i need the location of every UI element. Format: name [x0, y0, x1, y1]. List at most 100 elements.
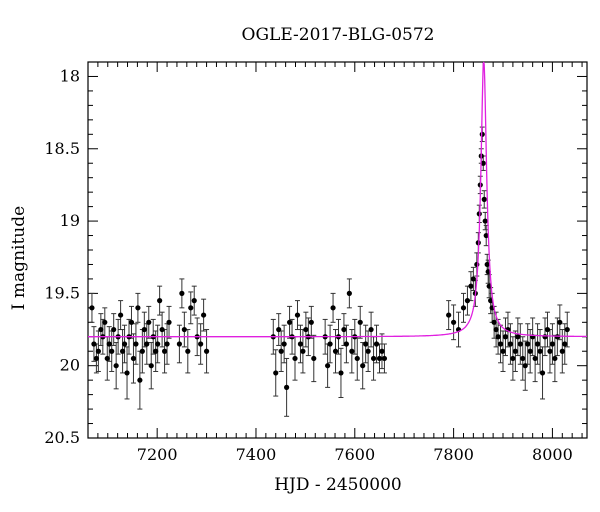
x-tick-label: 7400 — [236, 445, 277, 464]
data-point — [482, 218, 488, 224]
data-point — [357, 319, 363, 325]
data-point — [153, 348, 159, 354]
data-point — [179, 290, 185, 296]
data-point — [480, 160, 486, 166]
data-point — [198, 341, 204, 347]
data-point — [495, 334, 501, 340]
y-tick-label: 20.5 — [44, 428, 80, 447]
data-point — [325, 363, 331, 369]
y-axis-label: I magnitude — [9, 206, 29, 310]
data-points — [89, 131, 570, 390]
data-point — [484, 261, 490, 268]
data-point — [360, 363, 366, 369]
data-point — [349, 348, 355, 354]
data-point — [376, 355, 383, 362]
data-point — [363, 341, 369, 347]
data-point — [532, 355, 538, 362]
data-point — [139, 348, 145, 354]
data-point — [368, 326, 374, 333]
data-point — [281, 341, 287, 347]
data-point — [468, 283, 474, 289]
data-point — [284, 384, 290, 390]
data-point — [552, 355, 558, 362]
data-point — [338, 370, 344, 376]
data-point — [144, 341, 150, 347]
data-point — [481, 196, 487, 202]
data-point — [292, 355, 298, 362]
data-point — [470, 276, 476, 282]
data-point — [111, 326, 117, 333]
data-point — [95, 348, 101, 354]
data-point — [106, 341, 112, 347]
data-point — [294, 312, 301, 318]
data-point — [464, 298, 471, 304]
data-point — [273, 370, 279, 376]
data-point — [460, 305, 467, 311]
data-point — [512, 348, 518, 354]
y-tick-label: 20 — [60, 356, 80, 375]
y-axis-ticks: 18 18.5 19 19.5 20 20.5 — [44, 61, 587, 447]
data-point — [137, 377, 143, 383]
data-point — [520, 355, 526, 362]
data-point — [203, 348, 210, 354]
data-point — [517, 341, 523, 347]
data-point — [276, 326, 282, 333]
data-point — [109, 348, 115, 354]
data-point — [493, 326, 499, 333]
data-point — [497, 341, 504, 347]
data-point — [119, 348, 126, 354]
data-point — [488, 298, 494, 304]
data-point — [176, 341, 183, 347]
data-point — [130, 355, 137, 362]
data-point — [446, 312, 452, 318]
data-point — [549, 341, 556, 347]
x-axis-ticks: 7200 7400 7600 7800 8000 — [97, 62, 583, 464]
x-axis-label: HJD - 2450000 — [274, 475, 402, 495]
data-point — [330, 305, 336, 311]
data-point — [564, 326, 570, 333]
data-point — [133, 341, 139, 347]
model-curve — [88, 61, 587, 338]
data-point — [308, 319, 314, 325]
data-point — [381, 355, 388, 362]
data-point — [157, 298, 163, 304]
data-point — [188, 305, 194, 311]
data-point — [191, 298, 197, 304]
data-point — [451, 319, 457, 325]
data-point — [141, 326, 147, 333]
data-point — [121, 341, 128, 347]
data-point — [128, 319, 135, 325]
data-point — [300, 348, 306, 354]
y-tick-label: 18.5 — [44, 139, 80, 158]
data-point — [89, 305, 95, 311]
data-point — [547, 348, 553, 354]
data-point — [534, 341, 541, 347]
y-tick-label: 18 — [60, 66, 80, 85]
data-point — [104, 355, 110, 362]
data-point — [102, 319, 108, 325]
data-point — [113, 363, 119, 369]
data-point — [525, 341, 531, 347]
data-point — [562, 341, 568, 347]
plot-frame — [87, 61, 588, 439]
error-bars — [89, 126, 570, 417]
data-point — [159, 326, 165, 333]
chart-title: OGLE-2017-BLG-0572 — [242, 25, 435, 45]
data-point — [297, 341, 304, 347]
data-point — [370, 355, 377, 362]
data-point — [311, 355, 317, 362]
data-point — [500, 348, 506, 354]
data-point — [537, 348, 543, 354]
data-point — [278, 348, 284, 354]
data-point — [164, 341, 170, 347]
data-point — [155, 341, 161, 347]
data-point — [124, 370, 130, 376]
data-point — [544, 326, 551, 333]
data-point — [502, 334, 509, 340]
data-point — [522, 363, 528, 369]
data-point — [135, 305, 141, 311]
data-point — [491, 319, 497, 325]
data-point — [286, 319, 293, 325]
data-point — [181, 326, 187, 333]
